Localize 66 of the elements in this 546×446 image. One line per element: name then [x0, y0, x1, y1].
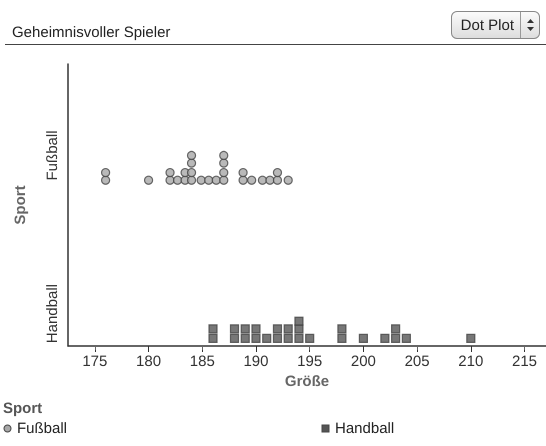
x-tick-label: 210	[458, 353, 484, 370]
point	[272, 334, 282, 343]
point	[219, 176, 228, 185]
point	[144, 176, 154, 185]
point	[294, 316, 304, 326]
x-axis-title: Größe	[284, 373, 330, 390]
point	[305, 334, 314, 343]
point	[262, 334, 272, 343]
point	[258, 176, 268, 185]
chart-title: Geheimnisvoller Spieler	[12, 24, 170, 41]
point	[391, 324, 400, 334]
point	[101, 176, 110, 185]
point	[165, 168, 175, 178]
point	[196, 176, 206, 185]
point	[219, 168, 228, 178]
point	[240, 334, 250, 343]
point	[284, 176, 293, 185]
x-tick-label: 175	[82, 353, 108, 370]
point	[208, 324, 218, 334]
text: Dot Plot	[460, 16, 515, 34]
point	[204, 176, 214, 185]
point	[186, 176, 196, 185]
x-tick-label: 185	[190, 353, 215, 370]
point	[380, 334, 390, 343]
point	[272, 168, 282, 178]
point	[358, 334, 368, 343]
point	[402, 334, 411, 343]
text: Handball	[44, 284, 61, 344]
point	[284, 324, 293, 334]
point	[240, 324, 250, 334]
point	[219, 150, 228, 160]
point	[251, 334, 261, 343]
point	[337, 324, 347, 334]
point	[238, 176, 248, 185]
point	[230, 324, 240, 334]
point	[294, 334, 304, 343]
y-axis-title: Sport	[12, 185, 29, 225]
point	[247, 176, 256, 185]
point	[186, 158, 196, 168]
legend-label: Fußball	[17, 420, 68, 437]
point	[265, 176, 275, 185]
x-tick-label: 195	[297, 353, 322, 370]
point	[230, 334, 240, 343]
legend-label: Handball	[335, 420, 394, 437]
point	[101, 168, 110, 178]
point	[208, 334, 218, 343]
point	[238, 168, 248, 178]
x-tick-label: 215	[512, 353, 538, 370]
point	[186, 168, 196, 178]
point	[272, 324, 282, 334]
point	[391, 334, 400, 343]
point	[212, 176, 221, 185]
point	[251, 324, 261, 334]
point	[466, 334, 476, 343]
point	[337, 334, 347, 343]
x-tick-label: 180	[136, 353, 162, 370]
x-tick-label: 205	[404, 353, 430, 370]
x-tick-label: 190	[243, 353, 268, 370]
point	[186, 150, 196, 160]
point	[272, 176, 282, 185]
point	[172, 176, 182, 185]
text: Fußball	[44, 130, 61, 180]
point	[219, 158, 228, 168]
x-tick-label: 200	[350, 353, 376, 370]
point	[284, 334, 293, 343]
legend-title: Sport	[3, 400, 44, 417]
